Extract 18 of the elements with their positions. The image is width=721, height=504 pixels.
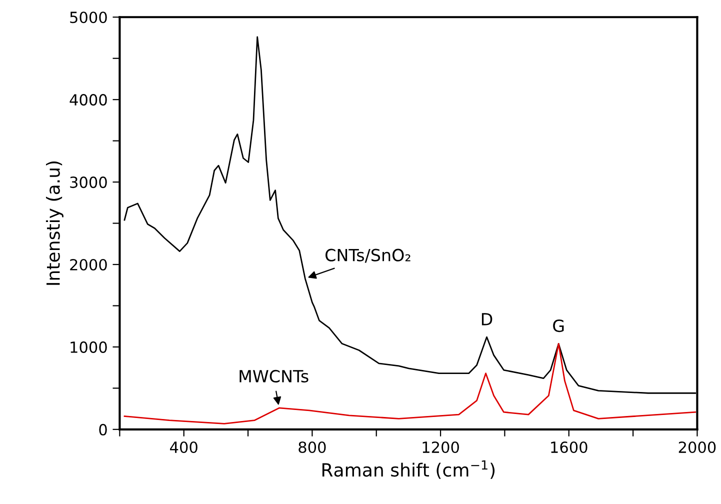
x-tick-label: 1600	[551, 441, 588, 454]
x-axis-title: Raman shift (cm$^{−1}$)	[322, 460, 495, 479]
y-tick-label: 3000	[70, 176, 107, 188]
y-tick-label: 4000	[70, 94, 107, 106]
annotation: D	[482, 313, 492, 326]
x-tick-label: 2000	[678, 441, 716, 454]
y-tick-label: 0	[99, 424, 107, 436]
x-tick-label: 800	[298, 441, 326, 454]
x-tick-label: 400	[170, 441, 198, 454]
y-tick-label: 1000	[70, 341, 107, 353]
annotation: G	[553, 319, 564, 332]
series-label: MWCNTs	[240, 370, 308, 383]
series-label: CNTs/SnO₂	[326, 248, 410, 263]
y-tick-label: 2000	[70, 258, 107, 271]
line-series	[124, 342, 696, 424]
x-tick-label: 1200	[422, 441, 459, 454]
y-axis-title: Intenstiy (a.u)	[46, 161, 64, 285]
y-tick-label: 5000	[70, 12, 107, 24]
